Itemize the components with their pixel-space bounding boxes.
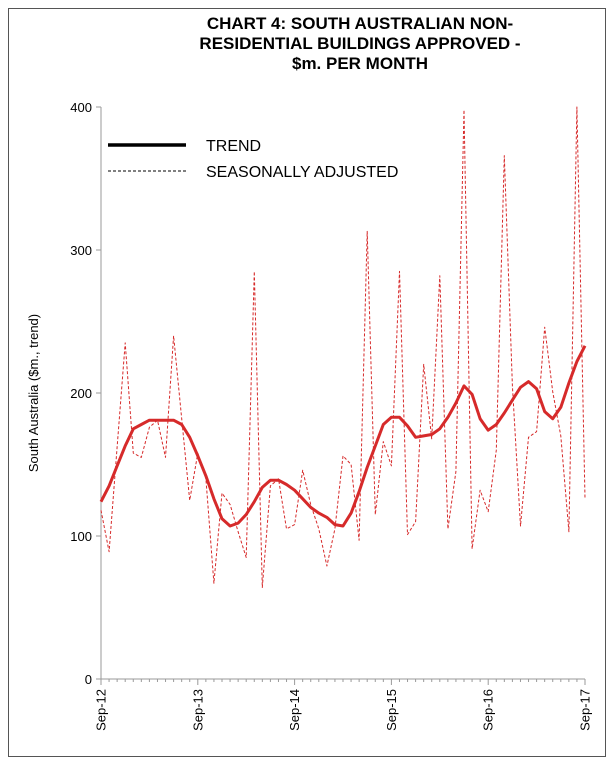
legend-trend-label: TREND: [206, 138, 261, 155]
x-tick-label: Sep-12: [94, 689, 109, 731]
chart-frame: [8, 8, 606, 757]
y-tick-label: 200: [70, 386, 92, 401]
axes: 0 100 200 300 400 Sep-12 Sep-13 Sep-14 Sep-15 Sep…: [26, 100, 593, 731]
chart-title-line-3: $m. PER MONTH: [291, 54, 429, 73]
x-tick-label: Sep-13: [190, 689, 205, 731]
chart-title-line-2: RESIDENTIAL BUILDINGS APPROVED -: [199, 34, 521, 53]
trend-line: [99, 345, 587, 528]
y-axis-title: South Australia ($m., trend): [26, 314, 41, 472]
chart-title-line-1: CHART 4: SOUTH AUSTRALIAN NON-: [206, 14, 514, 33]
y-tick-label: 100: [70, 529, 92, 544]
chart-title: CHART 4: SOUTH AUSTRALIAN NON- RESIDENTI…: [60, 14, 616, 74]
legend-sa-label: SEASONALLY ADJUSTED: [206, 164, 398, 181]
y-tick-label: 0: [85, 672, 92, 687]
x-tick-label: Sep-17: [578, 689, 593, 731]
x-tick-label: Sep-14: [287, 689, 302, 731]
legend: TREND SEASONALLY ADJUSTED: [108, 138, 398, 181]
series-layer: [99, 106, 587, 588]
y-tick-label: 400: [70, 100, 92, 115]
y-tick-label: 300: [70, 243, 92, 258]
seasonally-adjusted-line: [100, 106, 586, 588]
x-tick-label: Sep-15: [384, 689, 399, 731]
x-tick-label: Sep-16: [481, 689, 496, 731]
